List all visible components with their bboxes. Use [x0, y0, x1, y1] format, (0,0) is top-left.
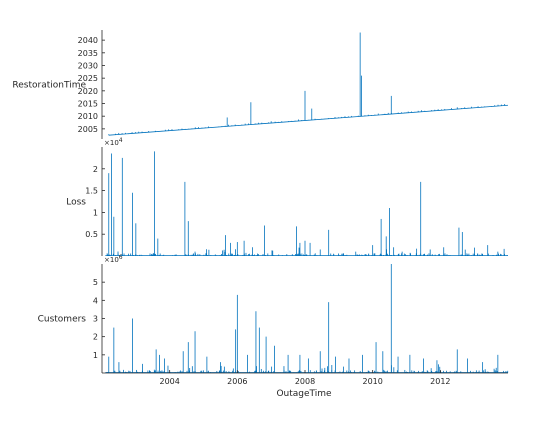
x-tick-label: 2012 [430, 377, 450, 386]
y-tick-label: 2040 [78, 36, 98, 45]
y-tick-label: 2030 [78, 61, 98, 70]
x-tick-label: 2004 [159, 377, 179, 386]
y-axis-exponent: ×104 [104, 137, 123, 147]
y-tick-label: 2035 [78, 49, 98, 58]
y-tick-label: 2 [93, 165, 98, 174]
y-tick-label: 1.5 [85, 187, 98, 196]
panel-1: 2005 2010 2015 2020 2025 2030 2035 2040 Restorat… [12, 30, 509, 139]
panels-layer: 2005 2010 2015 2020 2025 2030 2035 2040 Restorat… [12, 30, 509, 373]
y-axis-label: Customers [38, 315, 87, 325]
y-axis-label: Loss [66, 198, 86, 208]
y-axis-exponent: ×106 [104, 254, 123, 264]
y-tick-label: 2020 [78, 87, 98, 96]
x-tick-label: 2008 [295, 377, 315, 386]
y-tick-label: 3 [93, 315, 98, 324]
panel-3: 1 2 3 4 5 Customers ×106 [38, 254, 509, 373]
x-axis-label: OutageTime [276, 389, 332, 399]
x-tick-label: 2006 [227, 377, 247, 386]
panel-2: 0.5 1 1.5 2 Loss ×104 [66, 137, 508, 256]
y-tick-label: 2005 [78, 125, 98, 134]
x-axis: 2004 2006 2008 2010 2012 [102, 370, 508, 386]
y-tick-label: 1 [93, 351, 98, 360]
y-tick-label: 0.5 [85, 230, 98, 239]
y-tick-label: 2010 [78, 112, 98, 121]
series-lines [105, 151, 508, 256]
series-lines [105, 264, 509, 373]
y-axis-label: RestorationTime [12, 81, 86, 91]
y-tick-label: 1 [93, 208, 98, 217]
series-lines [108, 32, 509, 136]
y-tick-label: 5 [93, 278, 98, 287]
y-tick-label: 4 [93, 296, 98, 305]
y-tick-label: 2015 [78, 100, 98, 109]
y-tick-label: 2025 [78, 74, 98, 83]
y-tick-label: 2 [93, 333, 98, 342]
x-tick-label: 2010 [362, 377, 382, 386]
